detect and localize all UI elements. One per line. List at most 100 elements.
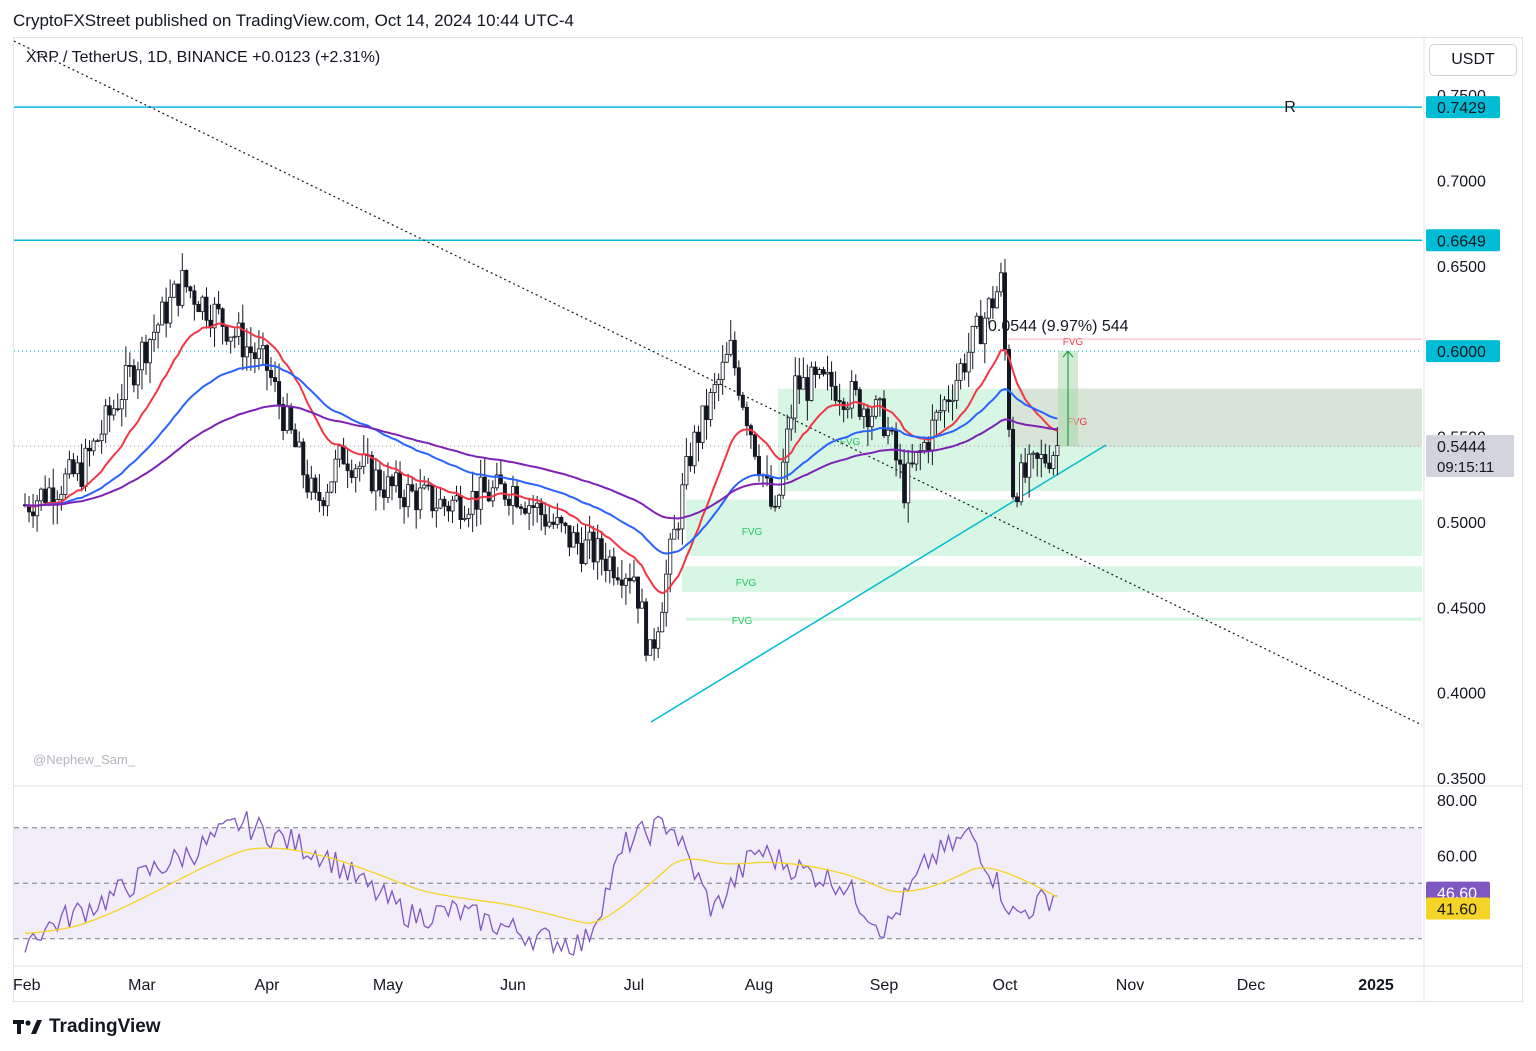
candle-body — [890, 429, 895, 432]
candle-body — [978, 315, 983, 345]
candle-body — [180, 270, 185, 306]
candle-body — [434, 507, 439, 512]
candle-body — [385, 476, 390, 498]
badge-last-price: 0.5444 — [1437, 439, 1486, 456]
candle-body — [75, 462, 80, 475]
candle-body — [83, 447, 88, 487]
currency-button[interactable]: USDT — [1429, 44, 1517, 76]
published-by-text: CryptoFXStreet published on TradingView.… — [13, 11, 574, 30]
candle-body — [168, 296, 173, 324]
candle-body — [958, 363, 963, 381]
candle-body — [797, 375, 802, 390]
symbol-legend[interactable]: XRP / TetherUS, 1D, BINANCE +0.0123 (+2.… — [26, 49, 381, 66]
candle-body — [43, 488, 48, 503]
candle-body — [551, 521, 556, 525]
candle-body — [301, 441, 306, 476]
candle-body — [801, 377, 806, 390]
descending-trendline — [13, 40, 1423, 726]
candle-body — [555, 517, 560, 525]
candle-body — [619, 579, 624, 586]
time-tick-label: 2025 — [1358, 977, 1394, 994]
candle-body — [305, 474, 310, 493]
candle-body — [591, 531, 596, 563]
candle-body — [579, 542, 584, 564]
candle-body — [1027, 453, 1032, 478]
candle-body — [559, 517, 564, 524]
candle-body — [914, 452, 919, 465]
candle-body — [873, 399, 878, 417]
candle-body — [123, 365, 128, 400]
candle-body — [156, 324, 161, 333]
candle-body — [115, 408, 120, 411]
candle-body — [676, 528, 681, 531]
candle-body — [269, 370, 274, 378]
candle-body — [394, 472, 399, 487]
candle-body — [684, 456, 689, 486]
tradingview-brand: TradingView — [49, 1016, 161, 1037]
candle-body — [470, 490, 475, 515]
candle-body — [337, 445, 342, 460]
candle-body — [430, 484, 435, 512]
candle-body — [680, 484, 685, 530]
candle-body — [1019, 462, 1024, 503]
candle-body — [567, 525, 572, 548]
time-tick-label: Feb — [13, 977, 41, 994]
candle-body — [865, 408, 870, 428]
candle-body — [994, 291, 999, 309]
candle-body — [381, 489, 386, 498]
fvg-zone — [682, 566, 1422, 592]
candle-body — [59, 494, 64, 500]
candle-body — [232, 335, 237, 338]
candle-body — [256, 348, 261, 359]
candle-body — [849, 381, 854, 409]
candle-body — [458, 495, 463, 520]
candle-body — [728, 339, 733, 355]
candle-body — [482, 476, 487, 493]
candle-body — [571, 532, 576, 548]
candle-body — [139, 341, 144, 371]
ascending-trendline — [650, 444, 1107, 723]
time-tick-label: Nov — [1116, 977, 1144, 994]
candle-body — [825, 371, 830, 375]
candle-body — [575, 532, 580, 544]
candle-body — [1015, 496, 1020, 503]
candle-body — [821, 369, 826, 375]
candle-body — [135, 369, 140, 386]
tradingview-logo[interactable]: TradingView — [13, 1016, 161, 1038]
time-tick-label: Oct — [993, 977, 1018, 994]
candle-body — [789, 417, 794, 430]
candle-body — [777, 494, 782, 507]
candle-body — [611, 556, 616, 579]
price-tick-label: 0.5000 — [1437, 515, 1486, 532]
candle-body — [200, 296, 205, 313]
candle-body — [837, 400, 842, 403]
candle-body — [627, 577, 632, 582]
candle-body — [615, 577, 620, 581]
candle-body — [402, 497, 407, 508]
candle-body — [248, 346, 253, 354]
candle-body — [998, 272, 1003, 293]
candle-body — [1035, 452, 1040, 459]
time-tick-label: Dec — [1237, 977, 1265, 994]
candle-body — [966, 351, 971, 373]
candle-body — [700, 405, 705, 443]
candle-body — [377, 469, 382, 491]
candle-body — [853, 381, 858, 391]
candle-body — [63, 473, 68, 495]
candle-body — [519, 506, 524, 509]
chart-frame — [13, 37, 1523, 1002]
candle-body — [196, 303, 201, 313]
candle-body — [35, 500, 40, 517]
moving-average-line — [24, 322, 1058, 595]
candle-body — [1011, 428, 1016, 498]
candle-body — [273, 377, 278, 382]
candle-body — [631, 576, 636, 582]
candle-body — [982, 317, 987, 345]
candle-body — [127, 365, 132, 367]
candle-body — [712, 384, 717, 393]
tradingview-logo-icon — [13, 1020, 42, 1034]
candle-body — [152, 331, 157, 341]
candle-body — [281, 404, 286, 431]
rsi-tick-label: 80.00 — [1437, 793, 1477, 810]
